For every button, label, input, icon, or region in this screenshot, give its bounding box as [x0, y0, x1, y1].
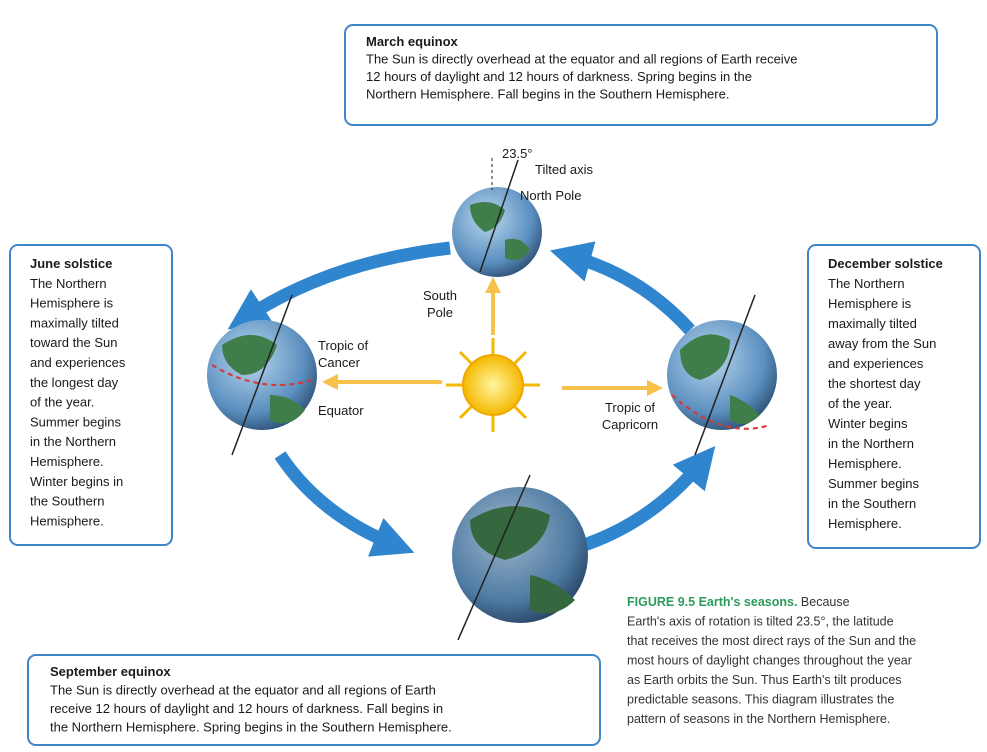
caption-figure: FIGURE 9.5 [627, 595, 695, 609]
box-text: Hemisphere. [828, 516, 902, 531]
globe-bottom [452, 475, 588, 640]
tilted-axis-label: Tilted axis [535, 162, 594, 177]
box-text: Hemisphere. [30, 513, 104, 528]
box-text: the shortest day [828, 376, 921, 391]
caption-title: Earth's seasons. [699, 595, 798, 609]
north-pole-label: North Pole [520, 188, 581, 203]
box-text: away from the Sun [828, 336, 936, 351]
box-text: the Northern Hemisphere. Spring begins i… [50, 720, 452, 735]
sun [446, 338, 540, 432]
caption-line: FIGURE 9.5 Earth's seasons. Because [627, 595, 850, 609]
box-text: The Sun is directly overhead at the equa… [50, 683, 436, 698]
box-text: The Sun is directly overhead at the equa… [366, 52, 797, 67]
box-text: of the year. [828, 396, 892, 411]
box-text: and experiences [828, 356, 924, 371]
box-text: receive 12 hours of daylight and 12 hour… [50, 701, 443, 716]
box-text: The Northern [828, 276, 905, 291]
box-title: March equinox [366, 34, 459, 49]
caption-text: predictable seasons. This diagram illust… [627, 693, 894, 707]
box-text: the longest day [30, 375, 119, 390]
equator-label: Equator [318, 403, 364, 418]
label: Tropic of [605, 400, 655, 415]
caption-text: that receives the most direct rays of th… [627, 634, 916, 648]
label: South [423, 288, 457, 303]
box-text: maximally tilted [828, 316, 917, 331]
label: Cancer [318, 355, 361, 370]
box-title: September equinox [50, 664, 171, 679]
box-title: December solstice [828, 256, 943, 271]
seasons-diagram: 23.5° Tilted axis North Pole Equator FIG… [0, 0, 987, 752]
label: Pole [427, 305, 453, 320]
box-text: Northern Hemisphere. Fall begins in the … [366, 87, 729, 102]
caption-text: pattern of seasons in the Northern Hemis… [627, 712, 890, 726]
tilt-angle: 23.5° [502, 146, 533, 161]
box-text: toward the Sun [30, 335, 117, 350]
label: Capricorn [602, 417, 658, 432]
label: Tropic of [318, 338, 368, 353]
box-text: in the Northern [828, 436, 914, 451]
caption-text: as Earth orbits the Sun. Thus Earth's ti… [627, 673, 902, 687]
caption-text: Earth's axis of rotation is tilted 23.5°… [627, 615, 894, 629]
box-text: of the year. [30, 395, 94, 410]
box-text: 12 hours of daylight and 12 hours of dar… [366, 69, 752, 84]
box-text: and experiences [30, 355, 126, 370]
box-text: Winter begins in [30, 474, 123, 489]
box-text: maximally tilted [30, 315, 119, 330]
box-text: Summer begins [828, 476, 920, 491]
box-text: in the Northern [30, 434, 116, 449]
box-title: June solstice [30, 256, 112, 271]
box-text: Hemisphere. [30, 454, 104, 469]
caption-text: Because [801, 595, 850, 609]
globe-left [207, 295, 317, 455]
box-text: the Southern [30, 494, 104, 509]
box-text: The Northern [30, 276, 107, 291]
box-text: Hemisphere is [828, 296, 912, 311]
box-text: in the Southern [828, 496, 916, 511]
box-text: Winter begins [828, 416, 908, 431]
box-text: Hemisphere is [30, 296, 114, 311]
globe-top [452, 158, 542, 277]
caption-text: most hours of daylight changes throughou… [627, 654, 912, 668]
box-text: Summer begins [30, 414, 122, 429]
box-text: Hemisphere. [828, 456, 902, 471]
